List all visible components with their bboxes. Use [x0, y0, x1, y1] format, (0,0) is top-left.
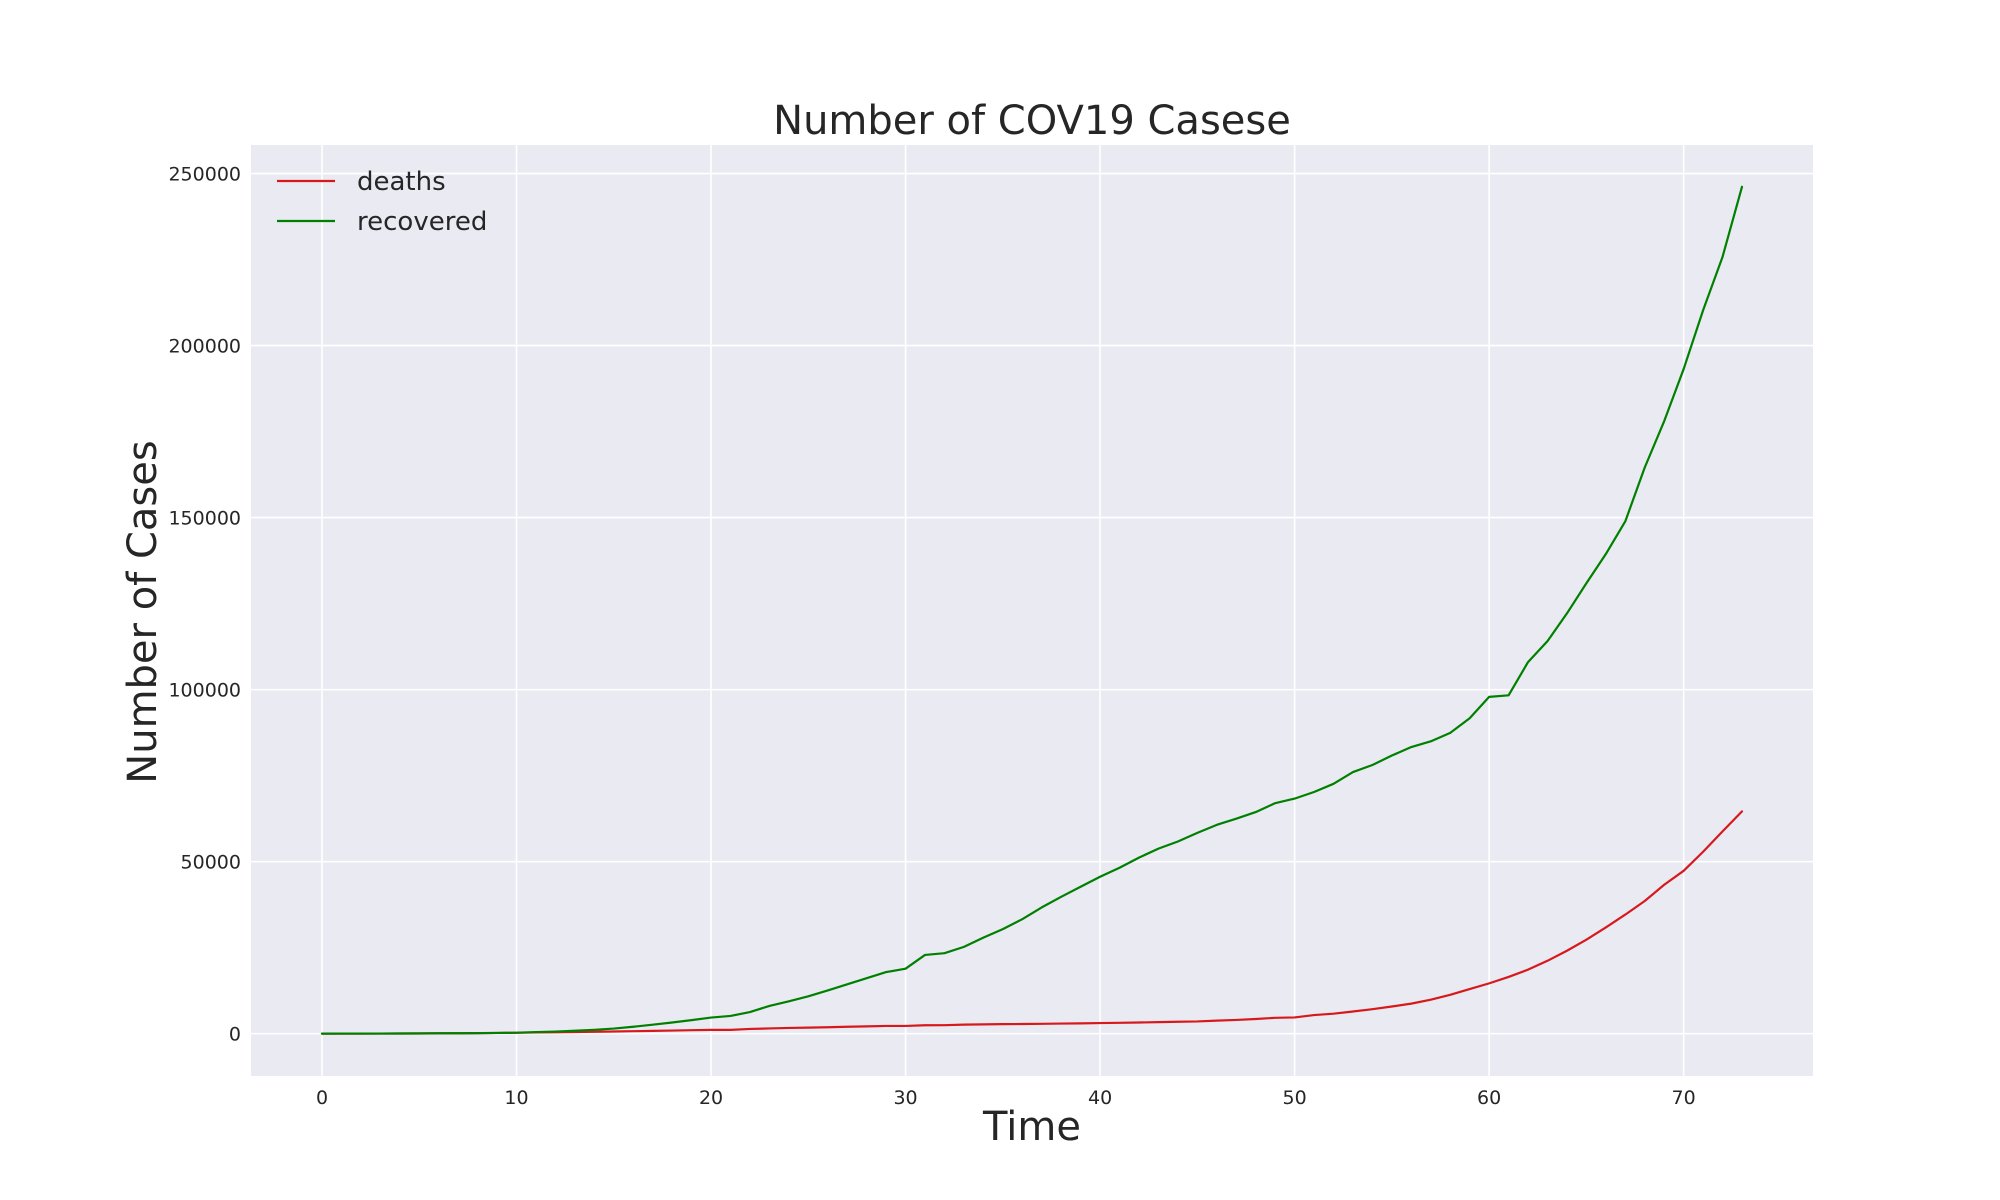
x-tick-label: 60 [1477, 1087, 1501, 1109]
y-tick-label: 0 [229, 1024, 241, 1046]
series-group [320, 185, 1744, 1035]
y-tick-label: 200000 [168, 336, 241, 358]
y-tick-label: 150000 [168, 508, 241, 530]
y-tick-label: 250000 [168, 164, 241, 186]
plot-area [251, 145, 1813, 1076]
x-tick-label: 0 [316, 1087, 328, 1109]
x-tick-label: 30 [893, 1087, 917, 1109]
chart-title: Number of COV19 Casese [773, 98, 1291, 144]
x-tick-label: 50 [1283, 1087, 1307, 1109]
x-tick-label: 20 [699, 1087, 723, 1109]
x-tick-label: 40 [1088, 1087, 1112, 1109]
series-line-recovered [320, 185, 1744, 1035]
x-tick-label: 10 [504, 1087, 528, 1109]
legend-label-recovered: recovered [357, 207, 487, 237]
y-axis-ticks: 0 50000 100000 150000 200000 250000 [168, 164, 241, 1046]
y-tick-label: 50000 [181, 852, 241, 874]
x-axis-ticks: 0 10 20 30 40 50 60 70 [316, 1087, 1696, 1109]
legend-label-deaths: deaths [357, 167, 446, 197]
y-axis-label: Number of Cases [120, 440, 166, 783]
x-tick-label: 70 [1672, 1087, 1696, 1109]
y-tick-label: 100000 [168, 680, 241, 702]
x-axis-label: Time [982, 1104, 1081, 1150]
legend: deaths recovered [277, 167, 487, 237]
